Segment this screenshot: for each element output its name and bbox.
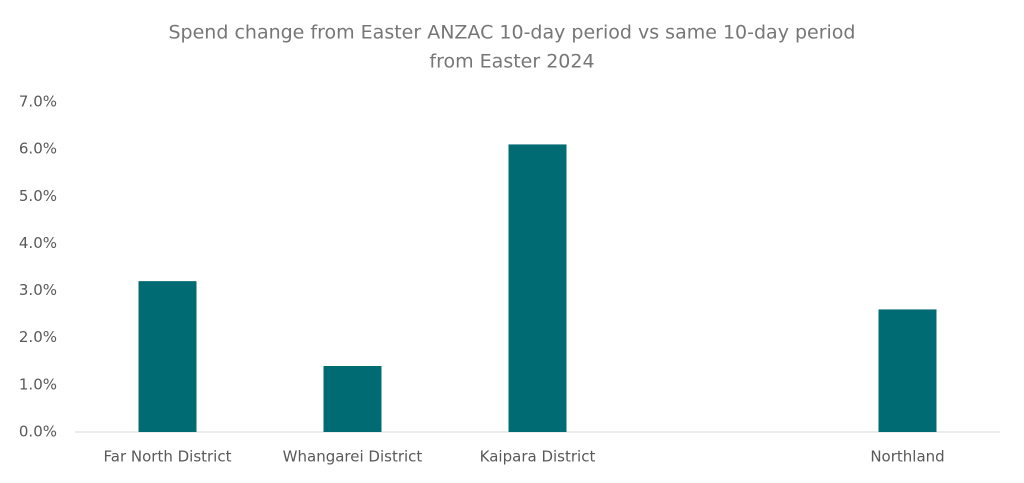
x-tick-label: Far North District bbox=[104, 448, 232, 466]
chart-title: from Easter 2024 bbox=[429, 51, 594, 73]
y-tick-label: 0.0% bbox=[19, 423, 57, 441]
y-tick-label: 3.0% bbox=[19, 281, 57, 299]
chart-title: Spend change from Easter ANZAC 10-day pe… bbox=[169, 22, 856, 44]
y-tick-label: 5.0% bbox=[19, 187, 57, 205]
x-tick-label: Northland bbox=[870, 448, 944, 466]
bar bbox=[138, 281, 197, 432]
y-tick-label: 6.0% bbox=[19, 140, 57, 158]
bar bbox=[878, 309, 937, 432]
y-tick-label: 7.0% bbox=[19, 93, 57, 111]
bar bbox=[323, 366, 382, 432]
bar bbox=[508, 144, 567, 432]
x-tick-label: Whangarei District bbox=[283, 448, 423, 466]
x-tick-label: Kaipara District bbox=[480, 448, 596, 466]
y-tick-label: 2.0% bbox=[19, 328, 57, 346]
y-tick-label: 4.0% bbox=[19, 234, 57, 252]
y-tick-label: 1.0% bbox=[19, 375, 57, 393]
